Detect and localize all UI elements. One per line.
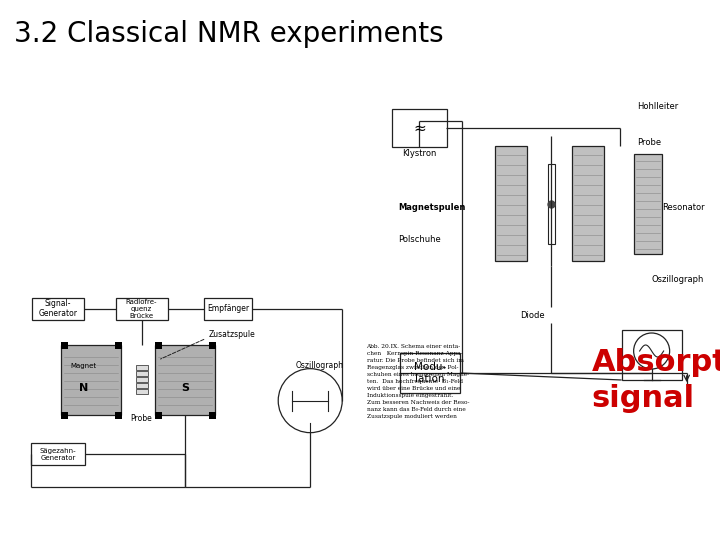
Text: Magnet: Magnet: [71, 363, 96, 369]
Text: Zusatzspule: Zusatzspule: [208, 330, 255, 339]
Bar: [32, 298, 84, 320]
Text: Hohlleiter: Hohlleiter: [638, 102, 679, 111]
Bar: [572, 146, 604, 261]
Bar: [204, 298, 253, 320]
Bar: [621, 330, 682, 380]
Bar: [115, 342, 122, 349]
Bar: [209, 411, 215, 418]
Text: Resonator: Resonator: [662, 203, 705, 212]
Bar: [61, 342, 68, 349]
Bar: [209, 342, 215, 349]
Text: N: N: [79, 383, 88, 393]
Text: Klystron: Klystron: [402, 148, 436, 158]
Bar: [115, 411, 122, 418]
Bar: [155, 411, 161, 418]
Bar: [135, 383, 148, 388]
Text: S: S: [181, 383, 189, 393]
Text: Probe: Probe: [638, 138, 662, 147]
Bar: [548, 164, 555, 244]
Bar: [31, 443, 85, 465]
Bar: [61, 345, 122, 415]
Text: Diode: Diode: [520, 311, 544, 320]
Text: Modu-
lation: Modu- lation: [414, 362, 446, 384]
Circle shape: [278, 369, 342, 433]
Text: Sägezahn-
Generator: Sägezahn- Generator: [40, 448, 76, 461]
Bar: [61, 411, 68, 418]
Bar: [155, 342, 161, 349]
Bar: [392, 109, 447, 147]
Bar: [135, 371, 148, 376]
Text: 3.2 Classical NMR experiments: 3.2 Classical NMR experiments: [14, 20, 444, 48]
Text: Probe: Probe: [131, 414, 153, 423]
Bar: [155, 345, 215, 415]
Text: Empfänger: Empfänger: [207, 304, 250, 313]
Text: Magnetspulen: Magnetspulen: [398, 203, 466, 212]
Bar: [135, 365, 148, 370]
Bar: [634, 154, 662, 254]
Text: Oszillograph: Oszillograph: [295, 361, 343, 370]
Text: ≈: ≈: [413, 121, 426, 136]
Circle shape: [634, 333, 670, 369]
Text: Abb. 20.IX. Schema einer einta-
chen   Kernspin-Resonanz-Appa-
ratur. Die Probe : Abb. 20.IX. Schema einer einta- chen Ker…: [366, 344, 469, 419]
Bar: [116, 298, 168, 320]
Text: Polschuhe: Polschuhe: [398, 235, 441, 244]
Text: Absorption
signal: Absorption signal: [592, 348, 720, 413]
Bar: [495, 146, 527, 261]
Text: Oszillograph: Oszillograph: [652, 275, 704, 284]
Text: Radiofre-
quenz
Brücke: Radiofre- quenz Brücke: [126, 299, 158, 319]
Bar: [135, 377, 148, 382]
Bar: [135, 389, 148, 394]
Text: Signal-
Generator: Signal- Generator: [39, 299, 78, 319]
Bar: [400, 353, 460, 393]
